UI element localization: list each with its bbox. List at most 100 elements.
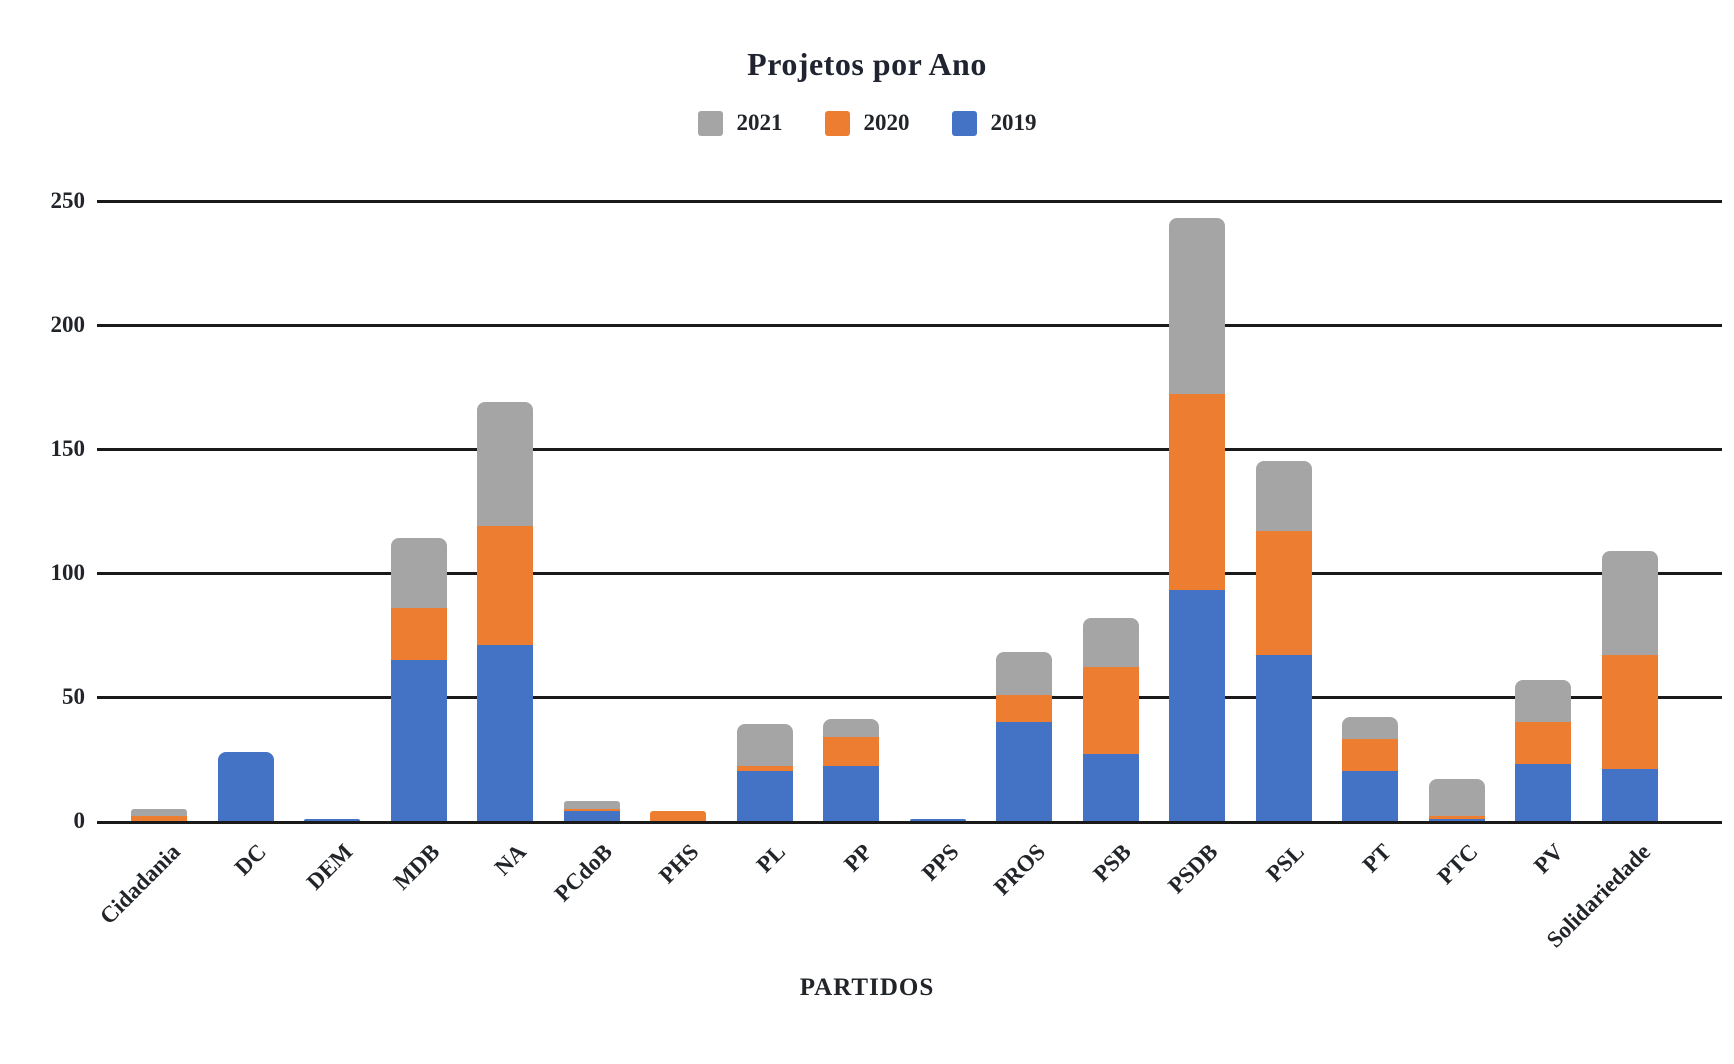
plot-area: 250 200 150 100 50 0 Cidadania DC DEM MDB NA PCdoB P… — [51, 188, 1722, 952]
bar-PSDB-2020 — [1169, 394, 1225, 591]
bar-PTC-2019 — [1428, 818, 1485, 821]
x-label-PT: PT — [1357, 839, 1396, 878]
bar-Cidadania-2020 — [131, 816, 187, 821]
bar-PROS-2020 — [996, 694, 1052, 722]
bar-NA-2021 — [477, 401, 533, 526]
y-tick-100: 100 — [50, 560, 86, 585]
bar-PROS — [996, 652, 1052, 821]
bar-PTC-2021 — [1428, 778, 1485, 817]
bar-PSDB — [1169, 218, 1225, 821]
bar-PP-2021 — [823, 719, 879, 737]
legend-swatch-2019 — [951, 110, 977, 136]
bar-Solidariedade-2021 — [1601, 550, 1658, 655]
y-tick-150: 150 — [50, 436, 86, 461]
gridline-50 — [97, 695, 1722, 699]
bar-PL — [736, 724, 793, 821]
bar-PSB-2021 — [1082, 617, 1139, 668]
legend-swatch-2020 — [824, 110, 850, 136]
bar-PCdoB-2021 — [563, 801, 620, 809]
x-label-PP: PP — [839, 839, 877, 877]
bar-PV-2019 — [1515, 763, 1571, 821]
x-label-PSB: PSB — [1088, 839, 1137, 887]
x-axis-title: PARTIDOS — [799, 974, 935, 1001]
x-label-PROS: PROS — [988, 839, 1050, 901]
bar-NA-2019 — [477, 644, 533, 821]
bar-DC-2019 — [217, 751, 274, 821]
bar-MDB-2021 — [390, 538, 447, 608]
bar-PSL-2019 — [1255, 654, 1312, 821]
bar-PSDB-2019 — [1169, 590, 1225, 821]
bar-DEM-2019 — [304, 818, 360, 821]
bar-PT-2019 — [1342, 771, 1398, 821]
gridline-150 — [97, 447, 1722, 451]
bar-MDB-2019 — [390, 659, 447, 821]
bar-Solidariedade-2020 — [1601, 654, 1658, 769]
bar-PT-2020 — [1342, 739, 1398, 772]
x-label-NA: NA — [489, 839, 531, 881]
bar-PCdoB — [563, 801, 620, 821]
chart-title: Projetos por Ano — [747, 46, 987, 82]
bar-PHS — [650, 811, 706, 821]
bar-DEM — [304, 818, 360, 821]
gridline-100 — [97, 571, 1722, 575]
bar-PSB — [1082, 617, 1139, 821]
legend-label-2019: 2019 — [990, 110, 1037, 135]
bar-PL-2020 — [736, 766, 793, 772]
bar-Cidadania — [131, 808, 187, 821]
bar-NA — [477, 401, 533, 821]
bar-Solidariedade-2019 — [1601, 768, 1658, 821]
bar-PHS-2020 — [650, 811, 706, 821]
bar-PT-2021 — [1342, 716, 1398, 740]
bar-PCdoB-2020 — [563, 808, 620, 812]
bar-PTC — [1428, 778, 1485, 821]
bar-PV-2021 — [1515, 679, 1571, 722]
bar-PSB-2019 — [1082, 754, 1139, 821]
x-label-PCdoB: PCdoB — [549, 839, 618, 907]
bar-PPS-2019 — [909, 818, 966, 821]
gridline-250 — [97, 199, 1722, 203]
legend-label-2020: 2020 — [863, 110, 910, 135]
bar-DC — [217, 751, 274, 821]
x-label-PSL: PSL — [1261, 839, 1310, 887]
x-label-PPS: PPS — [916, 839, 964, 886]
x-label-MDB: MDB — [388, 839, 445, 895]
y-tick-250: 250 — [50, 188, 86, 213]
bar-PSL-2020 — [1255, 530, 1312, 655]
bar-PSDB-2021 — [1169, 218, 1225, 395]
bar-MDB-2020 — [390, 607, 447, 660]
x-label-PL: PL — [751, 839, 791, 878]
bar-PSL-2021 — [1255, 461, 1312, 531]
legend-item-2020: 2020 — [824, 110, 910, 136]
bar-MDB — [390, 538, 447, 821]
legend: 2021 2020 2019 — [0, 110, 1734, 136]
bar-PCdoB-2019 — [563, 811, 620, 821]
x-label-DC: DC — [229, 839, 272, 881]
bar-NA-2020 — [477, 525, 533, 645]
bar-PSL — [1255, 461, 1312, 821]
bar-Solidariedade — [1601, 550, 1658, 821]
y-tick-200: 200 — [50, 312, 86, 337]
x-label-PSDB: PSDB — [1163, 839, 1223, 899]
bar-PROS-2021 — [996, 652, 1052, 695]
bar-PP-2019 — [823, 766, 879, 821]
bar-PP — [823, 719, 879, 821]
bar-PV — [1515, 679, 1571, 821]
legend-swatch-2021 — [697, 110, 723, 136]
legend-label-2021: 2021 — [736, 110, 783, 135]
legend-item-2019: 2019 — [951, 110, 1037, 136]
x-label-PHS: PHS — [654, 839, 704, 889]
bar-PSB-2020 — [1082, 667, 1139, 755]
bar-PTC-2020 — [1428, 816, 1485, 819]
bar-PROS-2019 — [996, 721, 1052, 821]
x-label-Cidadania: Cidadania — [94, 839, 185, 929]
x-label-DEM: DEM — [302, 839, 358, 895]
x-label-PTC: PTC — [1431, 839, 1483, 890]
bar-PPS — [909, 818, 966, 821]
bar-PT — [1342, 716, 1398, 821]
y-tick-0: 0 — [73, 808, 86, 833]
x-label-PV: PV — [1529, 839, 1569, 879]
bar-Cidadania-2021 — [131, 808, 187, 817]
bar-PL-2021 — [736, 724, 793, 767]
gridline-200 — [97, 323, 1722, 327]
